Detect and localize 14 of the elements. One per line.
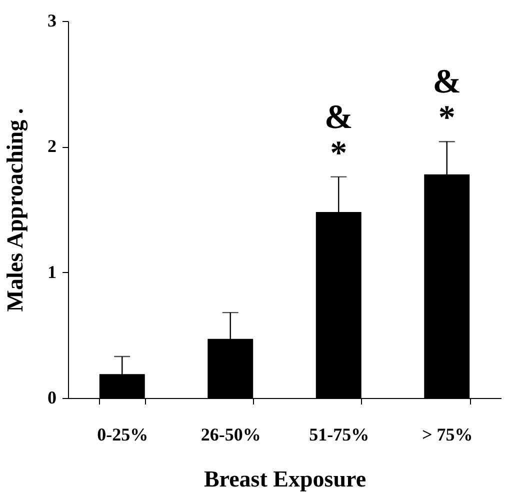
annotation: *	[330, 134, 348, 172]
x-tick-label: 0-25%	[97, 424, 148, 444]
annotation: &	[432, 64, 462, 101]
x-tick-label: 26-50%	[200, 424, 261, 444]
y-axis-title: Males Approaching .	[2, 108, 28, 312]
annotation: &	[324, 98, 353, 136]
x-axis-title: Breast Exposure	[204, 466, 366, 492]
y-tick-label: 2	[48, 136, 56, 156]
x-tick-label: > 75%	[422, 424, 473, 444]
y-tick-label: 0	[48, 388, 56, 408]
x-tick-label: 51-75%	[309, 424, 370, 444]
annotation: *	[438, 100, 456, 137]
y-tick-label: 1	[48, 262, 56, 282]
y-tick-label: 3	[48, 10, 56, 30]
